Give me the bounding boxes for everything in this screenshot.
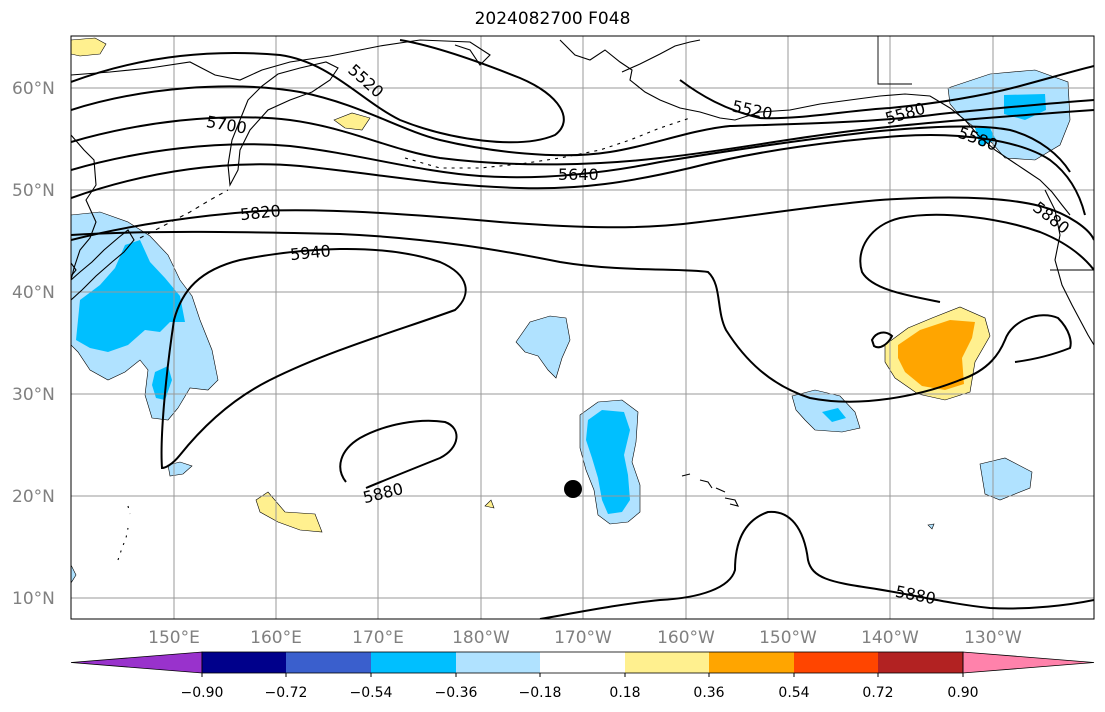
colorbar-tick-label: −0.18 bbox=[519, 685, 562, 701]
shading-yellow-kamchatka bbox=[333, 112, 371, 131]
coast-hawaii bbox=[681, 473, 740, 507]
shading-light-blue-tiny bbox=[927, 523, 935, 530]
contour-5880-south bbox=[539, 510, 1094, 619]
colorbar-tick-label: 0.72 bbox=[862, 685, 893, 701]
border-canada bbox=[877, 36, 1094, 271]
contour-5520 bbox=[71, 39, 565, 144]
colorbar-tick-label: −0.54 bbox=[350, 685, 393, 701]
grid bbox=[71, 36, 1094, 619]
colorbar-segment bbox=[878, 652, 963, 673]
lon-label: 160°W bbox=[657, 628, 715, 648]
shading-light-blue-central bbox=[515, 315, 571, 379]
colorbar-tick-label: 0.54 bbox=[778, 685, 809, 701]
lat-label: 30°N bbox=[12, 385, 55, 405]
lon-label: 180°W bbox=[452, 628, 510, 648]
lon-label: 150°W bbox=[759, 628, 817, 648]
colorbar-extend-high bbox=[962, 651, 1095, 674]
lon-label: 150°E bbox=[148, 628, 200, 648]
coast-aleutians bbox=[404, 117, 691, 169]
lon-label: 170°E bbox=[352, 628, 404, 648]
shading-yellow-top-left bbox=[71, 37, 107, 57]
lat-label: 60°N bbox=[12, 79, 55, 99]
contour-5580-b bbox=[71, 109, 1094, 166]
coast-west-edge bbox=[71, 262, 77, 276]
colorbar-segment bbox=[371, 652, 456, 673]
colorbar-tick-label: −0.36 bbox=[435, 685, 478, 701]
contour-5880-west bbox=[71, 230, 1072, 403]
coast-kurils bbox=[139, 189, 229, 239]
longitude-labels: 150°E 160°E 170°E 180°W 170°W 160°W 150°… bbox=[148, 628, 1022, 648]
map-frame bbox=[70, 35, 1095, 620]
colorbar-tick-label: 0.18 bbox=[609, 685, 640, 701]
colorbar bbox=[70, 651, 1095, 677]
colorbar-segment bbox=[794, 652, 878, 673]
contour-5940 bbox=[160, 247, 467, 470]
colorbar-tick-label: −0.72 bbox=[265, 685, 308, 701]
contour-label: 5940 bbox=[289, 241, 331, 264]
colorbar-tick-label: 0.36 bbox=[693, 685, 724, 701]
colorbar-tick-label: −0.90 bbox=[181, 685, 224, 701]
lat-label: 50°N bbox=[12, 181, 55, 201]
colorbar-segment bbox=[286, 652, 371, 673]
lat-label: 20°N bbox=[12, 487, 55, 507]
coast-asia-east bbox=[71, 134, 97, 281]
colorbar-segment bbox=[625, 652, 709, 673]
colorbar-segment bbox=[540, 652, 625, 673]
storm-center-marker bbox=[564, 480, 582, 498]
contour-5640 bbox=[71, 125, 1071, 179]
contour-label: 5640 bbox=[558, 165, 599, 184]
shading-layer bbox=[71, 37, 1071, 584]
height-contours bbox=[71, 39, 1094, 619]
contour-5880-small bbox=[870, 331, 894, 349]
colorbar-tick-labels: −0.90 −0.72 −0.54 −0.36 −0.18 0.18 0.36 … bbox=[181, 685, 979, 701]
coast-siberia bbox=[71, 39, 491, 81]
contour-5880-ring bbox=[859, 213, 1094, 303]
coast-na-west bbox=[1044, 189, 1094, 346]
coast-japan bbox=[71, 229, 135, 301]
colorbar-segment bbox=[456, 652, 540, 673]
contour-5520-east bbox=[679, 65, 1094, 120]
shading-yellow-tiny bbox=[484, 499, 495, 509]
coastlines bbox=[71, 36, 1094, 561]
colorbar-segment bbox=[202, 652, 286, 673]
lon-label: 170°W bbox=[554, 628, 612, 648]
colorbar-extend-low bbox=[70, 651, 203, 674]
shading-yellow-se bbox=[255, 491, 323, 533]
colorbar-outline bbox=[201, 651, 964, 674]
lat-label: 40°N bbox=[12, 283, 55, 303]
latitude-labels: 60°N 50°N 40°N 30°N 20°N 10°N bbox=[12, 79, 55, 609]
shading-orange-east bbox=[898, 320, 975, 390]
coast-alaska-west bbox=[621, 39, 701, 73]
coast-marianas bbox=[117, 505, 131, 561]
shading-light-blue-west-edge bbox=[71, 564, 77, 584]
contour-5700 bbox=[71, 134, 1086, 216]
colorbar-tick-label: 0.90 bbox=[947, 685, 978, 701]
lon-label: 130°W bbox=[964, 628, 1022, 648]
coast-kamchatka bbox=[227, 61, 339, 187]
contour-label: 5820 bbox=[239, 201, 281, 224]
lat-label: 10°N bbox=[12, 589, 55, 609]
map-area: 5520 5520 5580 5580 5640 5700 5820 5940 … bbox=[71, 36, 1094, 619]
chart-title: 2024082700 F048 bbox=[474, 9, 631, 29]
shading-blue-south bbox=[586, 410, 630, 514]
lon-label: 140°W bbox=[861, 628, 919, 648]
contour-5880-oval bbox=[339, 419, 458, 489]
shading-blue-ne-2 bbox=[975, 128, 996, 146]
lon-label: 160°E bbox=[250, 628, 302, 648]
shading-blue-japan bbox=[76, 240, 185, 352]
colorbar-segment bbox=[709, 652, 794, 673]
contour-5580-a bbox=[71, 85, 1094, 157]
shading-blue-east bbox=[822, 408, 846, 422]
contour-5820 bbox=[71, 196, 1094, 241]
